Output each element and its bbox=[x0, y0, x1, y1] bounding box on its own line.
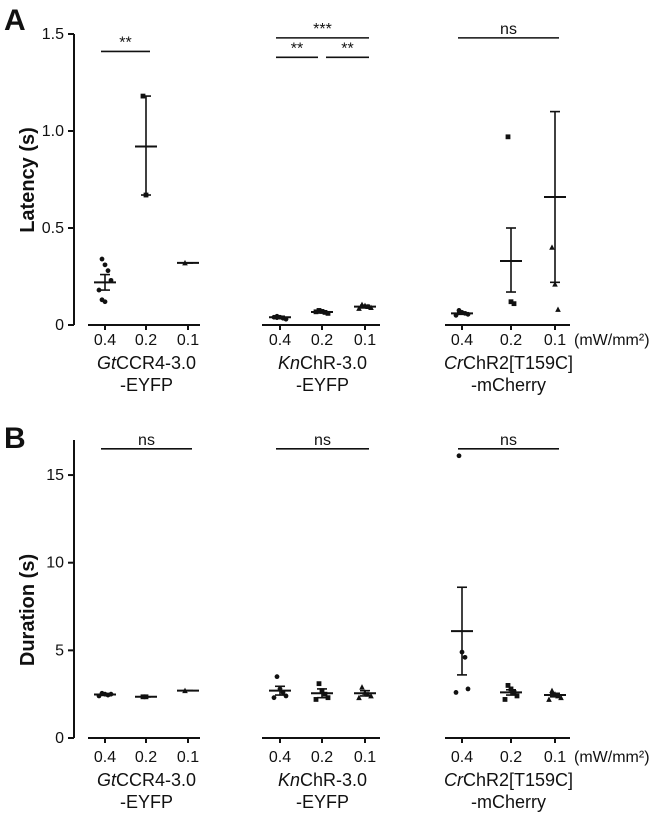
x-tick-label: 0.1 bbox=[544, 749, 566, 766]
data-point bbox=[316, 681, 322, 687]
x-tick-label: 0.1 bbox=[354, 749, 376, 766]
panel-b-unit-label: (mW/mm²) bbox=[574, 749, 650, 766]
data-point bbox=[514, 693, 520, 699]
y-tick-label: 1.0 bbox=[42, 123, 64, 140]
y-tick-label: 10 bbox=[46, 555, 64, 572]
x-tick-label: 0.2 bbox=[311, 332, 333, 349]
panel-a-unit-label: (mW/mm²) bbox=[574, 332, 650, 349]
significance-label: ** bbox=[291, 40, 303, 57]
group-label-line2: -mCherry bbox=[471, 792, 546, 812]
group-label-line2: -EYFP bbox=[120, 792, 173, 812]
group-label: KnChR-3.0 bbox=[278, 353, 367, 373]
data-point bbox=[359, 684, 365, 690]
data-point bbox=[271, 695, 277, 701]
data-point bbox=[505, 683, 511, 688]
x-tick-label: 0.2 bbox=[135, 332, 157, 349]
data-point bbox=[555, 306, 561, 312]
data-point bbox=[508, 686, 514, 692]
y-tick-label: 0 bbox=[55, 730, 64, 747]
data-point bbox=[456, 453, 462, 459]
x-tick-label: 0.4 bbox=[94, 749, 116, 766]
data-point bbox=[99, 256, 105, 262]
x-tick-label: 0.2 bbox=[500, 332, 522, 349]
significance-label: ns bbox=[500, 432, 517, 449]
data-point bbox=[313, 697, 319, 702]
x-tick-label: 0.4 bbox=[451, 749, 473, 766]
y-tick-label: 5 bbox=[55, 642, 64, 659]
significance-label: ns bbox=[314, 432, 331, 449]
data-point bbox=[274, 674, 280, 680]
significance-label: ns bbox=[500, 21, 517, 38]
group-label: GtCCR4-3.0 bbox=[97, 353, 196, 373]
y-tick-label: 0.5 bbox=[42, 220, 64, 237]
y-tick-label: 1.5 bbox=[42, 26, 64, 43]
data-point bbox=[368, 692, 374, 699]
x-tick-label: 0.2 bbox=[311, 749, 333, 766]
group-label-line2: -EYFP bbox=[120, 375, 173, 395]
x-tick-label: 0.1 bbox=[177, 332, 199, 349]
data-point bbox=[325, 310, 331, 316]
y-tick-label: 0 bbox=[55, 317, 64, 334]
data-point bbox=[549, 244, 555, 250]
data-point bbox=[549, 687, 555, 694]
data-point bbox=[511, 301, 517, 307]
x-tick-label: 0.2 bbox=[135, 749, 157, 766]
data-point bbox=[558, 694, 564, 701]
data-point bbox=[105, 268, 111, 274]
significance-label: ns bbox=[138, 432, 155, 449]
group-label: KnChR-3.0 bbox=[278, 770, 367, 790]
data-point bbox=[508, 299, 514, 305]
significance-label: *** bbox=[313, 21, 332, 38]
y-tick-label: 15 bbox=[46, 467, 64, 484]
data-point bbox=[96, 287, 102, 293]
significance-label: ** bbox=[119, 34, 131, 51]
data-point bbox=[325, 695, 331, 701]
panel-b-ylabel: Duration (s) bbox=[17, 554, 39, 666]
data-point bbox=[552, 281, 558, 287]
group-label-line2: -EYFP bbox=[296, 375, 349, 395]
data-point bbox=[465, 686, 471, 692]
panel-b-letter: B bbox=[4, 422, 26, 455]
data-point bbox=[453, 690, 459, 695]
x-tick-label: 0.1 bbox=[354, 332, 376, 349]
group-label: GtCCR4-3.0 bbox=[97, 770, 196, 790]
data-point bbox=[356, 694, 362, 701]
x-tick-label: 0.4 bbox=[94, 332, 116, 349]
panel-a-letter: A bbox=[4, 4, 26, 37]
data-point bbox=[462, 654, 468, 660]
group-label: CrChR2[T159C] bbox=[444, 353, 573, 373]
x-tick-label: 0.1 bbox=[544, 332, 566, 349]
data-point bbox=[102, 262, 108, 268]
x-tick-label: 0.1 bbox=[177, 749, 199, 766]
group-label-line2: -EYFP bbox=[296, 792, 349, 812]
data-point bbox=[356, 305, 362, 311]
data-point bbox=[546, 696, 552, 702]
x-tick-label: 0.4 bbox=[269, 332, 291, 349]
x-tick-label: 0.4 bbox=[269, 749, 291, 766]
x-tick-label: 0.2 bbox=[500, 749, 522, 766]
group-label-line2: -mCherry bbox=[471, 375, 546, 395]
data-point bbox=[283, 693, 289, 699]
data-point bbox=[502, 697, 508, 702]
data-point bbox=[102, 299, 108, 305]
significance-label: ** bbox=[341, 40, 353, 57]
group-label: CrChR2[T159C] bbox=[444, 770, 573, 790]
panel-a-ylabel: Latency (s) bbox=[17, 127, 39, 233]
x-tick-label: 0.4 bbox=[451, 332, 473, 349]
data-point bbox=[505, 134, 511, 140]
